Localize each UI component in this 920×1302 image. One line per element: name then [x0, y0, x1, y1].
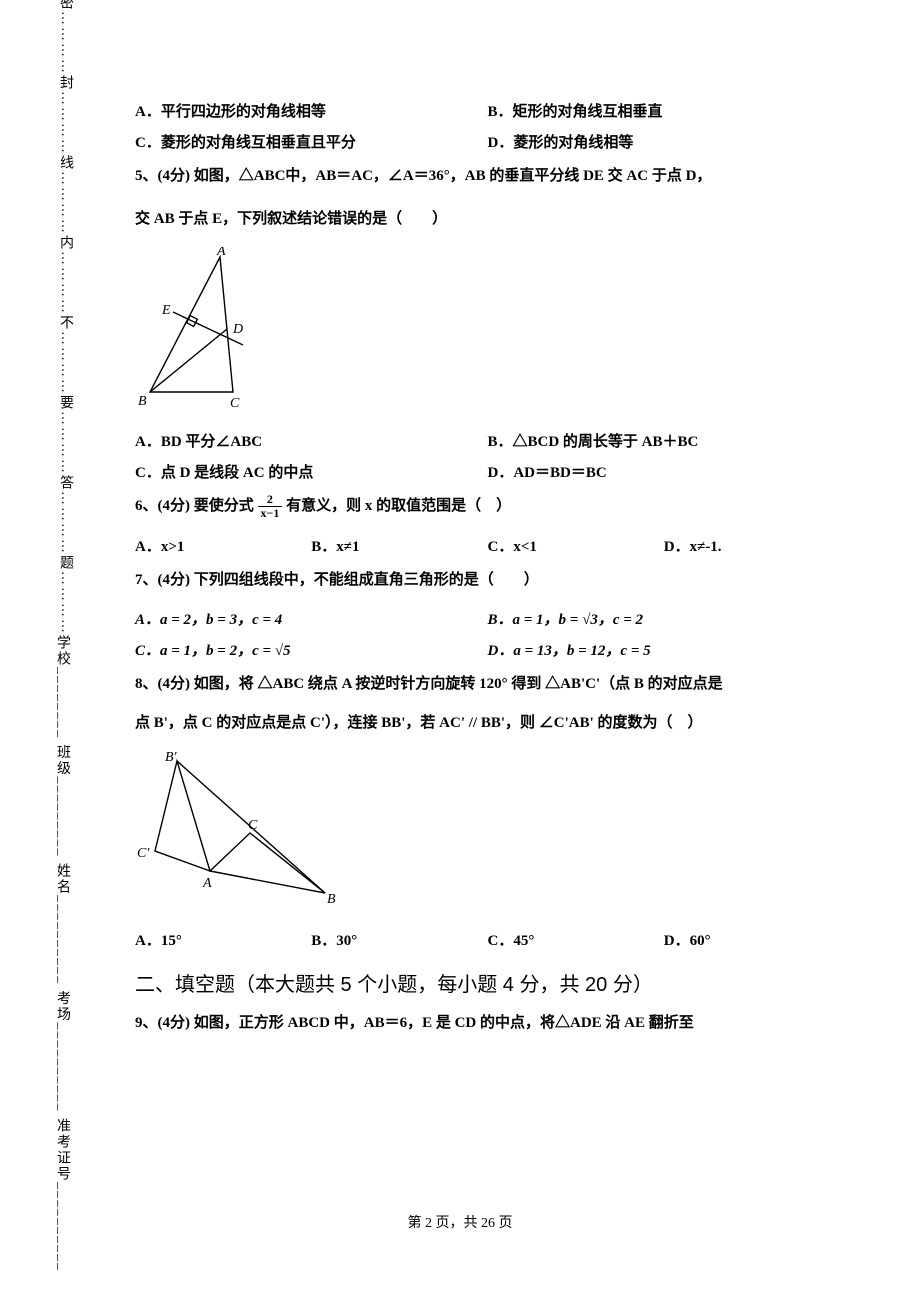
q5-option-b: B．△BCD 的周长等于 AB＋BC — [488, 430, 841, 451]
q8-figure: A B C B' C' — [135, 751, 840, 911]
q8-options: A．15° B．30° C．45° D．60° — [135, 929, 840, 950]
q4-options-row1: A．平行四边形的对角线相等 B．矩形的对角线互相垂直 — [135, 100, 840, 121]
q5-options-row2: C．点 D 是线段 AC 的中点 D．AD＝BD＝BC — [135, 461, 840, 482]
q6-option-a: A．x>1 — [135, 535, 311, 556]
q8-option-d: D．60° — [664, 929, 840, 950]
q6-stem-prefix: 6、(4分) 要使分式 — [135, 498, 258, 514]
q8-label-a: A — [202, 876, 212, 891]
q4-options-row2: C．菱形的对角线互相垂直且平分 D．菱形的对角线相等 — [135, 131, 840, 152]
q7-option-a: A．a = 2，b = 3，c = 4 — [135, 608, 488, 629]
q4-option-a: A．平行四边形的对角线相等 — [135, 100, 488, 121]
q5-figure: A B C E D — [135, 247, 840, 412]
q5-label-a: A — [216, 247, 226, 259]
q8-stem-line1: 8、(4分) 如图，将 △ABC 绕点 A 按逆时针方向旋转 120° 得到 △… — [135, 670, 840, 699]
q5-option-a: A．BD 平分∠ABC — [135, 430, 488, 451]
q8-option-b: B．30° — [311, 929, 487, 950]
binding-info-line: 学校________ 班级_________ 姓名__________ 考场__… — [52, 635, 72, 1272]
q8-label-bp: B' — [165, 751, 178, 765]
q5-label-e: E — [161, 303, 171, 318]
page-footer: 第 2 页，共 26 页 — [0, 1212, 920, 1232]
q8-option-a: A．15° — [135, 929, 311, 950]
q8-stem-line2: 点 B'，点 C 的对应点是点 C'），连接 BB'，若 AC' // BB'，… — [135, 709, 840, 738]
binding-edge: …………密…………封…………线…………内…………不…………要…………答…………题… — [40, 120, 90, 1082]
q5-option-d: D．AD＝BD＝BC — [488, 461, 841, 482]
q7-option-b: B．a = 1，b = √3，c = 2 — [488, 608, 841, 629]
q6-fraction: 2 x−1 — [258, 493, 283, 520]
q7-options-row2: C．a = 1，b = 2，c = √5 D．a = 13，b = 12，c =… — [135, 639, 840, 660]
q5-stem-line1: 5、(4分) 如图，△ABC中，AB＝AC，∠A＝36°，AB 的垂直平分线 D… — [135, 162, 840, 191]
q7-options-row1: A．a = 2，b = 3，c = 4 B．a = 1，b = √3，c = 2 — [135, 608, 840, 629]
q6-option-d: D．x≠-1. — [664, 535, 840, 556]
q5-options-row1: A．BD 平分∠ABC B．△BCD 的周长等于 AB＋BC — [135, 430, 840, 451]
q6-frac-den: x−1 — [258, 507, 283, 520]
q6-frac-num: 2 — [258, 493, 283, 507]
q4-option-c: C．菱形的对角线互相垂直且平分 — [135, 131, 488, 152]
q6-option-b: B．x≠1 — [311, 535, 487, 556]
q6-option-c: C．x<1 — [488, 535, 664, 556]
q8-label-b: B — [327, 892, 336, 907]
page-content: A．平行四边形的对角线相等 B．矩形的对角线互相垂直 C．菱形的对角线互相垂直且… — [135, 100, 840, 1052]
q8-label-c: C — [248, 818, 258, 833]
q7-option-c: C．a = 1，b = 2，c = √5 — [135, 639, 488, 660]
section2-title: 二、填空题（本大题共 5 个小题，每小题 4 分，共 20 分） — [135, 968, 840, 997]
q6-options: A．x>1 B．x≠1 C．x<1 D．x≠-1. — [135, 535, 840, 556]
q6-stem-suffix: 有意义，则 x 的取值范围是（ ） — [286, 498, 511, 514]
q4-option-d: D．菱形的对角线相等 — [488, 131, 841, 152]
q7-option-d: D．a = 13，b = 12，c = 5 — [488, 639, 841, 660]
q9-stem: 9、(4分) 如图，正方形 ABCD 中，AB＝6，E 是 CD 的中点，将△A… — [135, 1009, 840, 1038]
q5-label-b: B — [138, 394, 147, 409]
q5-stem-line2: 交 AB 于点 E，下列叙述结论错误的是（ ） — [135, 205, 840, 234]
q8-option-c: C．45° — [488, 929, 664, 950]
q8-label-cp: C' — [137, 846, 150, 861]
q7-stem: 7、(4分) 下列四组线段中，不能组成直角三角形的是（ ） — [135, 566, 840, 595]
q6-stem: 6、(4分) 要使分式 2 x−1 有意义，则 x 的取值范围是（ ） — [135, 492, 840, 521]
q5-label-d: D — [232, 322, 243, 337]
q5-option-c: C．点 D 是线段 AC 的中点 — [135, 461, 488, 482]
binding-seal-line: …………密…………封…………线…………内…………不…………要…………答…………题… — [55, 0, 75, 635]
q4-option-b: B．矩形的对角线互相垂直 — [488, 100, 841, 121]
q5-label-c: C — [230, 396, 240, 411]
